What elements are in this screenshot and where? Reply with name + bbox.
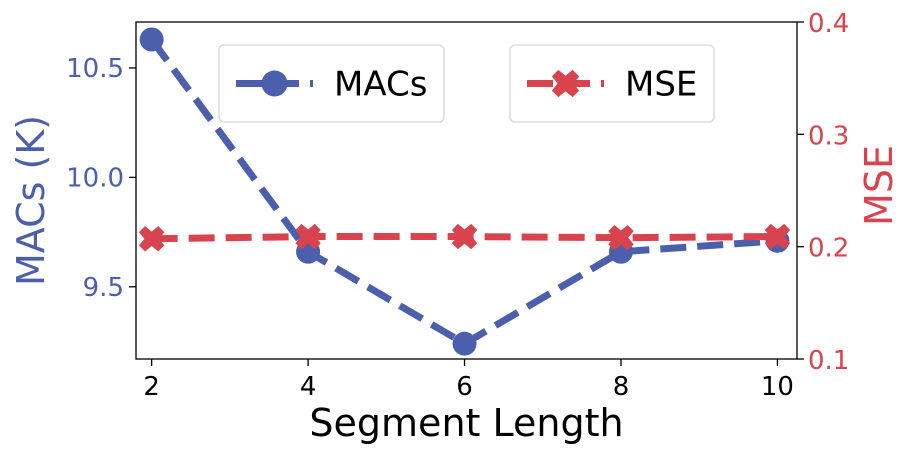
data-point-mse — [764, 223, 791, 250]
legend-label: MSE — [625, 65, 697, 105]
x-tick-label: 10 — [761, 372, 794, 402]
y-right-tick-label: 0.3 — [808, 121, 849, 151]
legend-entry-mse: MSE — [509, 44, 715, 123]
x-tick-label: 8 — [613, 372, 630, 402]
data-point-mse — [295, 223, 321, 250]
axes-layer: 2 4 6 8 10 9.5 10.0 10.5 0.1 0.2 0.3 0.4 — [66, 9, 849, 402]
x-axis-title: Segment Length — [309, 401, 623, 445]
legend: MACs MSE — [218, 44, 715, 123]
data-point-mse — [138, 226, 165, 252]
plot-frame — [135, 21, 798, 360]
legend-box — [509, 44, 715, 123]
data-point-macs — [139, 27, 164, 52]
legend-box — [218, 44, 445, 123]
legend-label: MACs — [334, 65, 427, 105]
legend-marker — [261, 70, 288, 97]
y-left-tick-label: 10.0 — [66, 163, 124, 193]
x-tick-label: 4 — [300, 372, 317, 402]
data-point-mse — [451, 223, 478, 250]
x-tick-label: 6 — [456, 372, 473, 402]
y-right-tick-label: 0.4 — [808, 9, 849, 39]
x-tick-label: 2 — [143, 372, 160, 402]
data-point-mse — [608, 225, 634, 251]
y-right-tick-label: 0.1 — [808, 346, 849, 376]
legend-marker — [551, 69, 580, 98]
y-axis-right-title: MSE — [857, 145, 901, 226]
y-axis-left-title: MACs (K) — [9, 115, 53, 286]
series-layer — [138, 27, 791, 356]
y-left-tick-label: 9.5 — [83, 273, 124, 303]
y-right-tick-label: 0.2 — [808, 234, 849, 264]
legend-entry-macs: MACs — [218, 44, 445, 123]
data-point-macs — [452, 331, 477, 356]
series-mse — [138, 223, 791, 252]
y-left-tick-label: 10.5 — [66, 54, 124, 84]
